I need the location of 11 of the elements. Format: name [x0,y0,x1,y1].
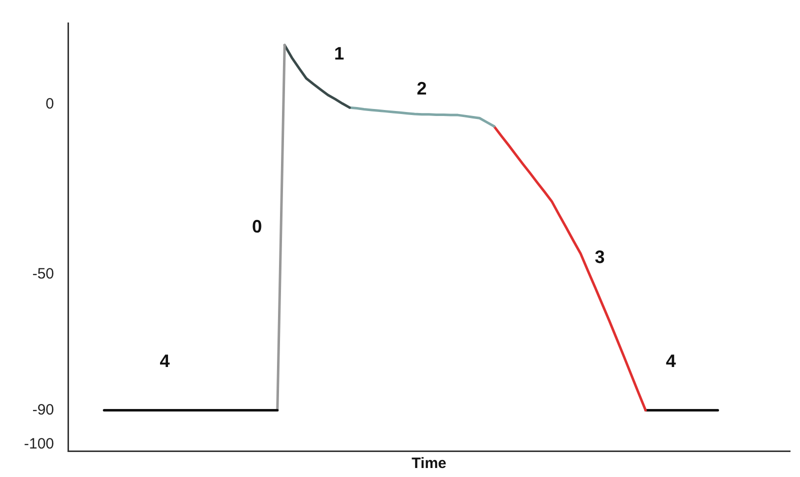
annotation: 1 [334,43,344,64]
annotation: 4 [160,351,170,372]
y-tick-label: 0 [46,96,54,113]
annotation: 3 [594,247,605,268]
annotation: 4 [666,351,676,372]
x-axis-title: Time [412,455,446,472]
y-tick-label: -90 [32,401,54,418]
y-tick-label: -50 [32,266,54,283]
annotation: 2 [416,78,427,99]
y-tick-label: -100 [24,435,54,452]
annotation: 0 [252,216,262,237]
